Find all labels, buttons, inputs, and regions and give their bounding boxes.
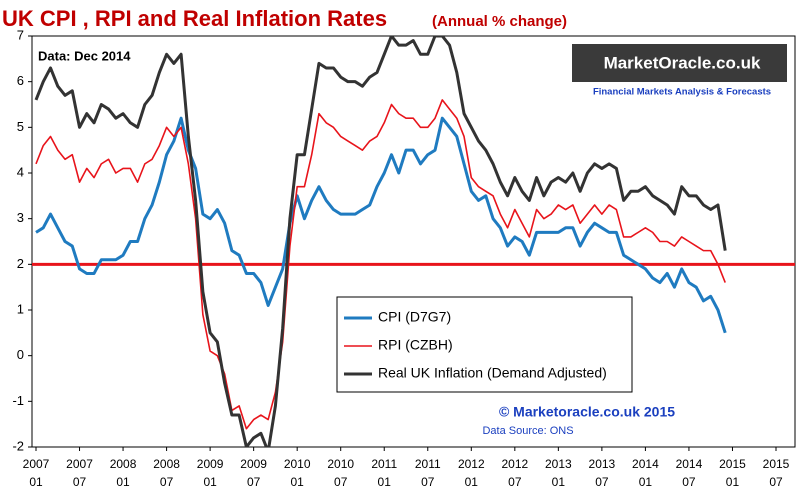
x-tick-month: 01 [378, 475, 392, 489]
x-tick-year: 2011 [415, 457, 441, 471]
x-tick-month: 07 [247, 475, 261, 489]
logo: MarketOracle.co.uk [604, 53, 761, 72]
y-tick-label: 6 [17, 73, 24, 88]
x-tick-month: 07 [421, 475, 435, 489]
x-tick-year: 2013 [545, 457, 572, 471]
x-tick-month: 07 [508, 475, 522, 489]
y-tick-label: 0 [17, 347, 24, 362]
series-line [35, 99, 726, 430]
legend [336, 296, 633, 393]
x-tick-year: 2007 [66, 457, 93, 471]
x-tick-month: 01 [552, 475, 566, 489]
y-tick-label: -2 [12, 438, 24, 453]
x-tick-year: 2010 [284, 457, 311, 471]
x-tick-year: 2007 [23, 457, 50, 471]
x-tick-year: 2012 [501, 457, 528, 471]
x-tick-month: 01 [465, 475, 479, 489]
x-tick-month: 01 [290, 475, 304, 489]
x-tick-year: 2008 [110, 457, 137, 471]
x-tick-year: 2008 [153, 457, 180, 471]
x-tick-year: 2009 [240, 457, 267, 471]
y-tick-label: -1 [12, 393, 24, 408]
x-tick-month: 01 [29, 475, 43, 489]
x-tick-year: 2014 [632, 457, 659, 471]
x-tick-month: 07 [682, 475, 696, 489]
x-tick-month: 07 [334, 475, 348, 489]
x-tick-year: 2009 [197, 457, 224, 471]
series-line [35, 116, 727, 334]
logo-box [572, 44, 787, 82]
x-tick-month: 01 [203, 475, 217, 489]
legend-label: Real UK Inflation (Demand Adjusted) [378, 365, 607, 381]
legend-entries: CPI (D7G7) RPI (CZBH) Real UK Inflation (D… [344, 309, 607, 381]
copyright: © Marketoracle.co.uk 2015 [499, 404, 675, 420]
y-tick-label: 1 [17, 301, 24, 316]
y-tick-label: 2 [17, 256, 24, 271]
chart-subtitle: (Annual % change) [432, 13, 567, 30]
legend-label: CPI (D7G7) [378, 309, 451, 325]
x-tick-year: 2013 [589, 457, 616, 471]
x-tick-month: 07 [160, 475, 174, 489]
legend-label: RPI (CZBH) [378, 337, 453, 353]
y-tick-label: 7 [17, 27, 24, 42]
x-tick-year: 2011 [371, 457, 397, 471]
x-tick-year: 2014 [676, 457, 703, 471]
chart-title: UK CPI , RPI and Real Inflation Rates [2, 6, 387, 31]
x-tick-year: 2015 [719, 457, 746, 471]
x-tick-month: 01 [116, 475, 130, 489]
x-tick-month: 07 [595, 475, 609, 489]
data-date: Data: Dec 2014 [38, 48, 131, 63]
x-tick-year: 2015 [763, 457, 790, 471]
logo-tagline: Financial Markets Analysis & Forecasts [593, 87, 771, 98]
source: Data Source: ONS [482, 425, 573, 437]
y-tick-label: 5 [17, 119, 24, 134]
y-tick-label: 3 [17, 210, 24, 225]
x-tick-month: 07 [769, 475, 783, 489]
x-tick-year: 2012 [458, 457, 485, 471]
plot-area [32, 36, 795, 447]
x-tick-month: 01 [726, 475, 740, 489]
x-tick-year: 2010 [327, 457, 354, 471]
x-tick-month: 07 [73, 475, 87, 489]
series-line [34, 36, 727, 447]
y-tick-label: 4 [17, 164, 24, 179]
plot-frame [31, 35, 796, 448]
x-tick-month: 01 [639, 475, 653, 489]
